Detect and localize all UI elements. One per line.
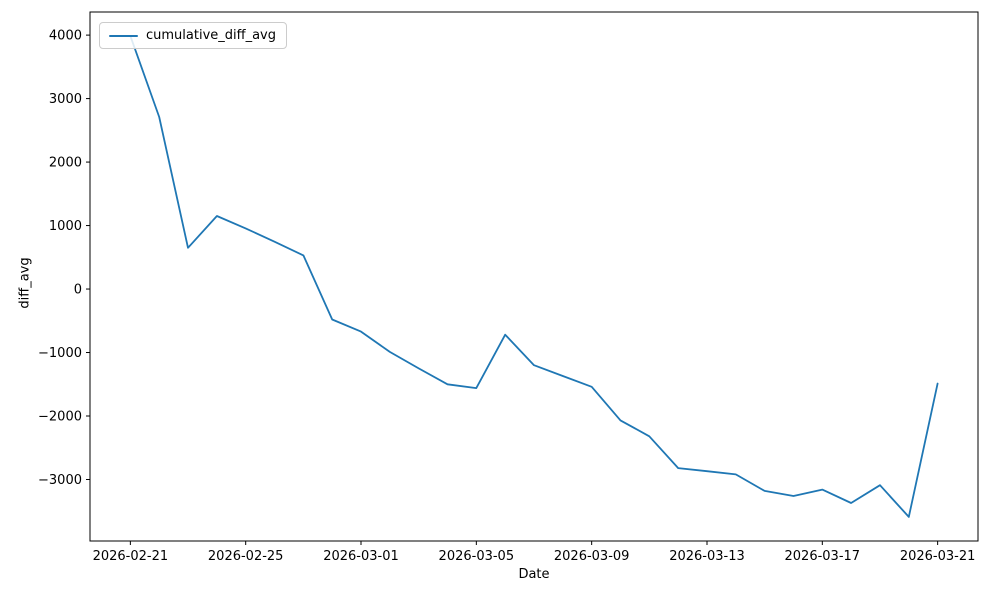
x-axis-label: Date	[518, 567, 550, 582]
legend-line-sample	[109, 34, 138, 37]
series-cumulative-diff-avg	[129, 35, 939, 518]
x-tick-label: 2026-03-21	[900, 549, 976, 564]
y-tick-label: 0	[74, 283, 82, 298]
x-tick-label: 2026-03-05	[439, 549, 515, 564]
y-tick-label: 3000	[49, 92, 82, 107]
axes-box	[89, 11, 979, 542]
x-tick-label: 2026-02-25	[208, 549, 284, 564]
y-tick-label: 2000	[49, 156, 82, 171]
y-tick-label: 1000	[49, 219, 82, 234]
x-tick-label: 2026-03-01	[323, 549, 399, 564]
y-tick-label: 4000	[49, 29, 82, 44]
x-tick-label: 2026-03-13	[669, 549, 745, 564]
x-tick-label: 2026-02-21	[93, 549, 169, 564]
y-tick-label: −2000	[38, 410, 82, 425]
legend: cumulative_diff_avg	[99, 22, 287, 49]
y-axis-label: diff_avg	[17, 257, 33, 309]
data-line-series	[129, 35, 939, 518]
y-axis-ticks: 4000 3000 2000 1000 0 −1000 −2000 −3000	[38, 29, 90, 488]
y-tick-label: −1000	[38, 346, 82, 361]
x-axis-ticks: 2026-02-21 2026-02-25 2026-03-01 2026-03-05…	[93, 541, 976, 564]
x-tick-label: 2026-03-17	[785, 549, 861, 564]
y-tick-label: −3000	[38, 473, 82, 488]
legend-label: cumulative_diff_avg	[146, 28, 276, 43]
axes-frame	[89, 11, 979, 542]
x-tick-label: 2026-03-09	[554, 549, 630, 564]
